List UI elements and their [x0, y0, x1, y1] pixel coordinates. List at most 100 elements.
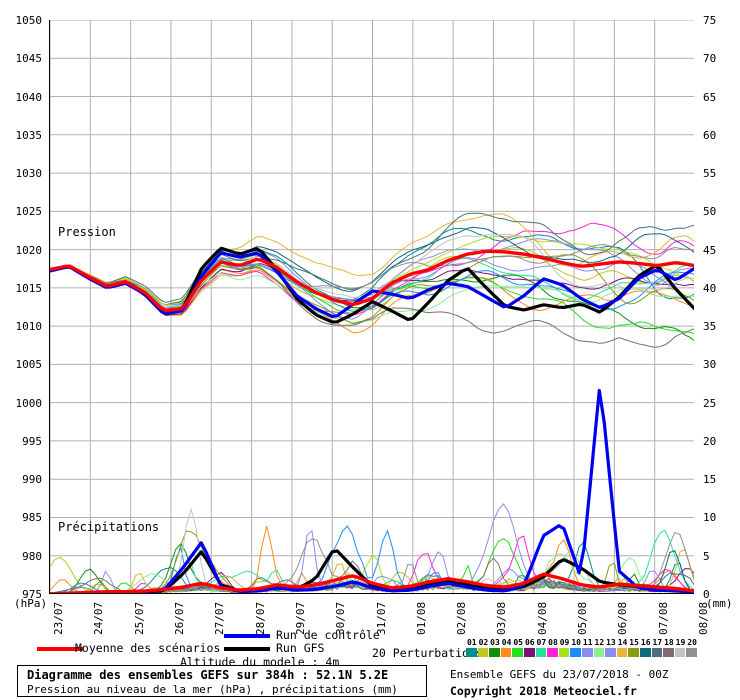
- pressure-tick-label: 1020: [15, 243, 43, 257]
- perturbation-swatch: [535, 648, 547, 657]
- copyright-notice: Copyright 2018 Meteociel.fr: [450, 684, 637, 698]
- precipitation-tick-label: 45: [703, 243, 717, 257]
- perturbation-swatch: [593, 648, 605, 657]
- perturbation-number: 17: [652, 638, 663, 647]
- chart-title: Diagramme des ensembles GEFS sur 384h : …: [27, 668, 389, 682]
- perturbation-swatch: [547, 648, 558, 657]
- precipitation-tick-label: 5: [703, 549, 710, 563]
- perturbation-swatch: [489, 648, 500, 657]
- precipitation-tick-label: 70: [703, 52, 717, 66]
- perturbation-number: 10: [571, 638, 581, 647]
- perturbation-swatch: [616, 648, 628, 657]
- perturbation-swatch: [674, 648, 686, 657]
- date-tick-label: 26/07: [172, 601, 186, 635]
- precipitation-tick-label: 0: [703, 588, 710, 601]
- pressure-tick-label: 1010: [15, 320, 43, 334]
- pressure-tick-label: 1045: [15, 52, 43, 66]
- perturbation-swatch: [651, 648, 663, 657]
- pressure-tick-label: 1040: [15, 90, 43, 104]
- pressure-tick-label: 1025: [15, 205, 43, 219]
- perturbation-swatch: [570, 648, 581, 657]
- legend-label-control: Run de contrôle: [276, 628, 380, 642]
- date-tick-label: 23/07: [52, 601, 65, 635]
- perturbation-numbers: 01 02 03 04 05 06 07 08 09 10 11 12 13 14 15 16 17 18 19 20: [466, 638, 698, 647]
- precipitation-annotation: Précipitations: [58, 520, 160, 534]
- precipitation-main-trace: [50, 572, 694, 593]
- perturbation-number: 03: [490, 638, 500, 647]
- perturbation-number: 12: [594, 638, 605, 647]
- date-tick-label: 02/08: [455, 601, 469, 635]
- precipitation-tick-label: 75: [703, 14, 717, 27]
- perturbation-number: 19: [675, 638, 686, 647]
- right-axis-unit: (mm): [706, 597, 733, 610]
- left-axis-unit: (hPa): [14, 597, 48, 610]
- pressure-tick-label: 990: [22, 473, 42, 487]
- date-tick-label: 01/08: [414, 601, 428, 635]
- perturbation-number: 04: [501, 638, 512, 647]
- legend-swatch-mean: [37, 647, 83, 651]
- pressure-tick-label: 975: [22, 588, 42, 601]
- precipitation-tick-label: 65: [703, 90, 717, 104]
- legend-swatch-gfs: [224, 647, 270, 651]
- legend-label-mean: Moyenne des scénarios: [75, 641, 221, 655]
- perturbation-number: 14: [617, 638, 628, 647]
- title-box: Diagramme des ensembles GEFS sur 384h : …: [17, 665, 427, 697]
- perturbation-number: 08: [548, 638, 558, 647]
- date-tick-label: 07/08: [656, 601, 670, 635]
- perturbation-swatch: [466, 648, 477, 657]
- pressure-main-trace: [50, 251, 694, 319]
- perturbation-swatch: [639, 648, 651, 657]
- perturbation-number: 13: [606, 638, 616, 647]
- precipitation-tick-label: 10: [703, 511, 717, 525]
- date-tick-label: 25/07: [132, 601, 146, 635]
- perturbation-swatch: [581, 648, 593, 657]
- pressure-tick-label: 1000: [15, 396, 43, 410]
- precipitation-tick-label: 30: [703, 358, 717, 372]
- perturbation-number: 07: [536, 638, 547, 647]
- date-tick-label: 24/07: [92, 601, 106, 635]
- legend-label-gfs: Run GFS: [276, 641, 325, 655]
- precipitation-tick-label: 50: [703, 205, 717, 219]
- date-tick-label: 28/07: [253, 601, 267, 635]
- ensemble-run-info: Ensemble GEFS du 23/07/2018 - 00Z: [450, 668, 669, 681]
- date-tick-label: 03/08: [495, 601, 509, 635]
- precipitation-tick-label: 40: [703, 281, 717, 295]
- pressure-tick-label: 1015: [15, 281, 43, 295]
- perturbation-swatch: [605, 648, 616, 657]
- date-tick-label: 27/07: [213, 601, 227, 635]
- perturbation-swatch: [558, 648, 570, 657]
- precipitation-tick-label: 25: [703, 396, 717, 410]
- precipitation-tick-label: 60: [703, 128, 717, 142]
- pressure-tick-label: 980: [22, 549, 42, 563]
- perturbation-swatch: [500, 648, 512, 657]
- perturbations-count-label: 20 Perturbations: [372, 646, 483, 660]
- precipitation-tick-label: 35: [703, 320, 717, 334]
- pressure-tick-label: 1030: [15, 167, 43, 181]
- precipitation-tick-label: 15: [703, 473, 717, 487]
- perturbation-number: 06: [524, 638, 535, 647]
- perturbation-number: 15: [629, 638, 639, 647]
- pressure-tick-label: 985: [22, 511, 42, 525]
- pressure-tick-label: 1050: [15, 14, 43, 27]
- chart-plot-area: [49, 20, 694, 594]
- perturbation-swatch: [512, 648, 523, 657]
- pressure-tick-label: 1035: [15, 128, 43, 142]
- precipitation-tick-label: 20: [703, 434, 717, 448]
- perturbation-number: 20: [687, 638, 697, 647]
- perturbation-swatch: [477, 648, 489, 657]
- date-tick-label: 04/08: [535, 601, 549, 635]
- pressure-ensemble-member: [50, 213, 694, 306]
- perturbation-swatch: [523, 648, 535, 657]
- date-tick-label: 05/08: [576, 601, 590, 635]
- perturbation-number: 16: [640, 638, 651, 647]
- pressure-tick-label: 1005: [15, 358, 43, 372]
- chart-canvas: [50, 20, 694, 593]
- legend-swatch-control: [224, 634, 270, 638]
- precipitation-tick-label: 55: [703, 167, 717, 181]
- perturbation-number: 18: [664, 638, 674, 647]
- perturbation-color-swatches: [466, 648, 698, 657]
- perturbation-swatch: [628, 648, 639, 657]
- perturbation-number: 09: [559, 638, 570, 647]
- chart-subtitle: Pression au niveau de la mer (hPa) , pré…: [27, 683, 398, 696]
